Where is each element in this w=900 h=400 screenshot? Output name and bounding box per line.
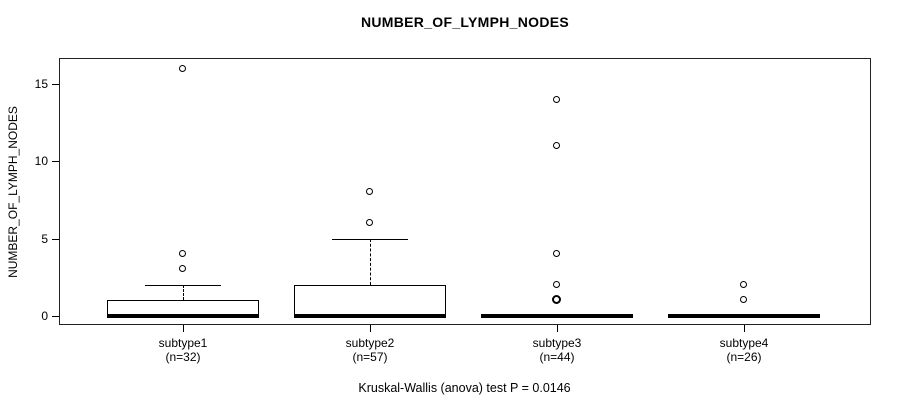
y-tick-mark [52, 84, 59, 86]
y-tick-label: 10 [34, 154, 48, 169]
box-rect [294, 284, 446, 316]
outlier-point [553, 141, 560, 149]
outlier-point [179, 250, 186, 257]
outlier-point [553, 95, 560, 103]
x-group-label: subtype1 (n=32) [113, 336, 253, 364]
y-tick-label: 15 [34, 77, 48, 92]
outlier-point [553, 280, 560, 288]
median-line [294, 313, 446, 318]
y-axis-label: NUMBER_OF_LYMPH_NODES [0, 58, 26, 325]
outlier-point-overplotted [552, 295, 561, 305]
x-tick-mark [744, 325, 745, 332]
group-name: subtype4 [719, 336, 769, 350]
y-tick-mark [52, 315, 59, 317]
median-line [481, 313, 633, 318]
outlier-point [553, 250, 560, 257]
x-tick-mark [370, 325, 371, 332]
group-n: (n=57) [352, 350, 388, 364]
chart-title: NUMBER_OF_LYMPH_NODES [360, 14, 570, 30]
group-n: (n=26) [726, 350, 762, 364]
outlier-point [179, 265, 186, 273]
group-name: subtype3 [532, 336, 582, 350]
y-tick-label: 5 [41, 231, 48, 246]
whisker-staple [332, 238, 408, 240]
whisker-staple [145, 284, 221, 286]
median-line [668, 313, 820, 318]
group-n: (n=44) [539, 350, 575, 364]
group-name: subtype1 [158, 336, 208, 350]
x-tick-mark [183, 325, 184, 332]
outlier-point [179, 64, 186, 72]
outlier-point [366, 219, 373, 227]
outlier-point [740, 296, 747, 304]
median-line [107, 313, 259, 318]
x-group-label: subtype3 (n=44) [487, 336, 627, 364]
y-tick-label: 0 [41, 308, 48, 323]
y-axis-label-text: NUMBER_OF_LYMPH_NODES [6, 105, 21, 278]
x-group-label: subtype2 (n=57) [300, 336, 440, 364]
x-tick-mark [557, 325, 558, 332]
whisker-line [370, 238, 371, 285]
y-tick-mark [52, 161, 59, 163]
plot-area [59, 58, 871, 325]
group-name: subtype2 [345, 336, 395, 350]
y-tick-mark [52, 238, 59, 240]
outlier-point [740, 280, 747, 288]
whisker-line [183, 284, 184, 301]
group-n: (n=32) [165, 350, 201, 364]
stat-test-caption: Kruskal-Wallis (anova) test P = 0.0146 [358, 381, 571, 395]
x-group-label: subtype4 (n=26) [674, 336, 814, 364]
outlier-point [366, 188, 373, 196]
